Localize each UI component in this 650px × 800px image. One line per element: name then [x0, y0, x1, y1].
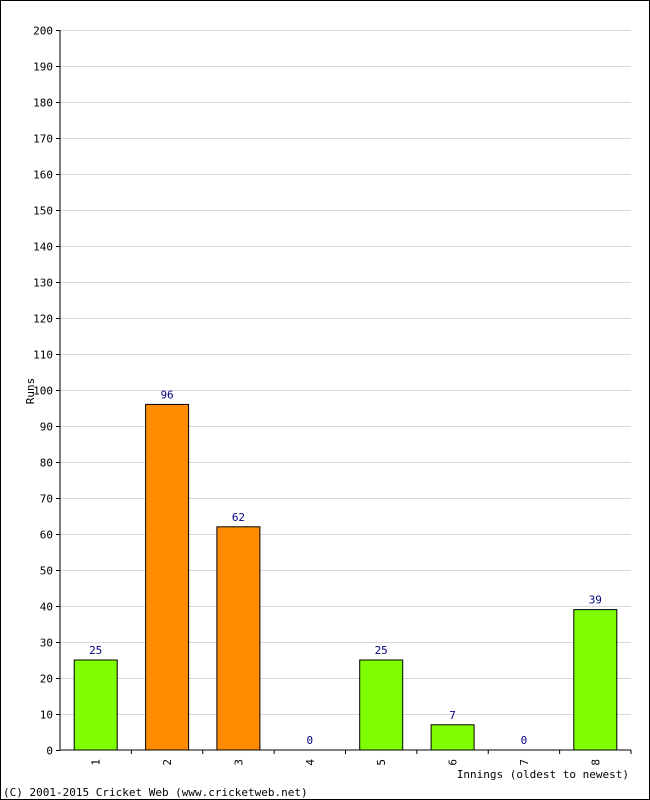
y-tick-label: 20 — [40, 673, 53, 686]
bar-innings-5 — [359, 659, 404, 751]
bar-innings-3 — [216, 526, 261, 751]
y-tick-label: 0 — [46, 745, 53, 758]
y-tick-label: 10 — [40, 709, 53, 722]
data-labels: 25 96 62 0 25 7 0 39 — [89, 388, 602, 747]
y-tick-label: 140 — [33, 241, 53, 254]
y-tick-label: 90 — [40, 421, 53, 434]
y-tick-label: 40 — [40, 601, 53, 614]
y-tick-label: 80 — [40, 457, 53, 470]
x-tick-label: 8 — [589, 759, 602, 766]
y-tick-label: 170 — [33, 133, 53, 146]
copyright-notice: (C) 2001-2015 Cricket Web (www.cricketwe… — [3, 786, 308, 799]
y-tick-label: 160 — [33, 169, 53, 182]
x-tick-label: 3 — [232, 759, 245, 766]
data-label-innings-6: 7 — [449, 709, 456, 722]
y-tick-label: 60 — [40, 529, 53, 542]
y-ticks: 0 10 20 30 40 50 60 70 80 90 100 110 120 130 140 150 160… — [33, 25, 60, 758]
bar-innings-1 — [73, 659, 118, 751]
y-tick-label: 30 — [40, 637, 53, 650]
data-label-innings-4: 0 — [307, 734, 314, 747]
bar-innings-2 — [145, 403, 190, 751]
x-tick-label: 2 — [161, 759, 174, 766]
data-label-innings-2: 96 — [160, 388, 173, 401]
y-tick-label: 110 — [33, 349, 53, 362]
y-tick-label: 70 — [40, 493, 53, 506]
data-label-innings-1: 25 — [89, 644, 102, 657]
bars — [73, 403, 618, 751]
y-tick-label: 50 — [40, 565, 53, 578]
y-tick-label: 100 — [33, 385, 53, 398]
y-tick-label: 200 — [33, 25, 53, 38]
x-ticks: 1 2 3 4 5 6 7 8 — [90, 750, 632, 766]
y-tick-label: 130 — [33, 277, 53, 290]
x-axis-title: Innings (oldest to newest) — [457, 768, 629, 781]
y-axis-title: Runs — [24, 378, 37, 405]
x-tick-label: 1 — [90, 759, 103, 766]
bar-innings-8 — [573, 609, 618, 751]
y-tick-label: 120 — [33, 313, 53, 326]
x-tick-label: 5 — [375, 759, 388, 766]
data-label-innings-7: 0 — [521, 734, 528, 747]
data-label-innings-5: 25 — [375, 644, 388, 657]
data-label-innings-3: 62 — [232, 511, 245, 524]
y-tick-label: 150 — [33, 205, 53, 218]
bar-innings-6 — [430, 724, 475, 751]
y-tick-label: 180 — [33, 97, 53, 110]
x-tick-label: 4 — [304, 759, 317, 766]
y-tick-label: 190 — [33, 61, 53, 74]
data-label-innings-8: 39 — [589, 594, 602, 607]
x-tick-label: 6 — [447, 759, 460, 766]
x-tick-label: 7 — [518, 759, 531, 766]
